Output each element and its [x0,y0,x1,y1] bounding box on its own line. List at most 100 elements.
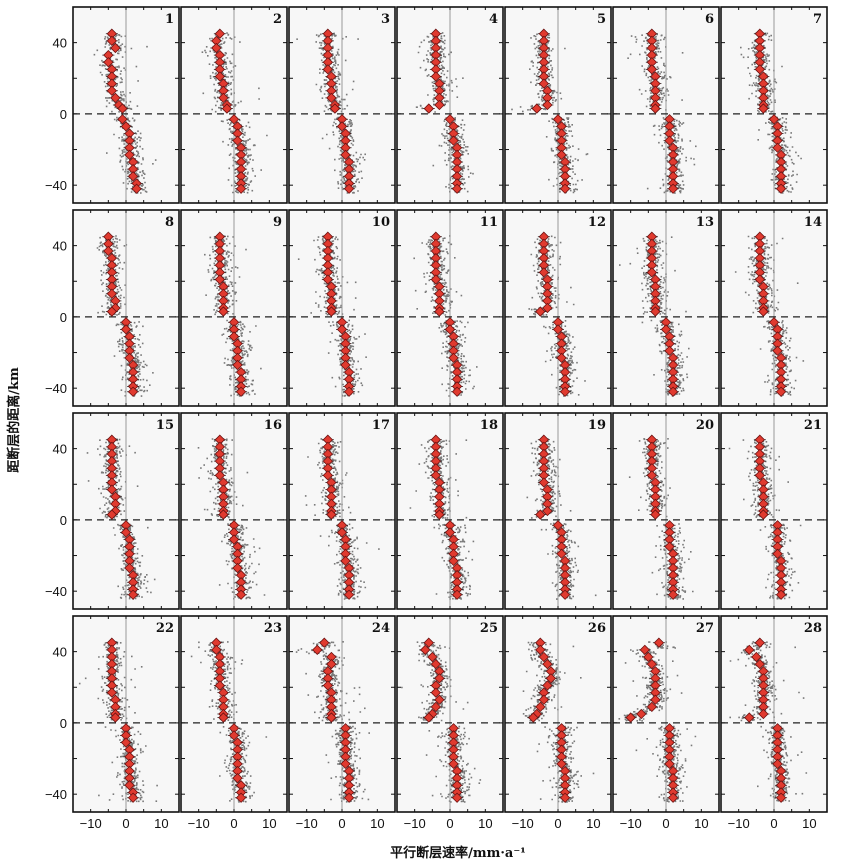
panel-number: 13 [696,215,714,230]
velocity-marker-south [772,142,783,153]
velocity-marker-north [639,644,650,656]
velocity-marker-north [423,712,434,723]
x-tick-label: −10 [620,816,642,831]
velocity-marker-south [772,345,783,356]
x-tick-label: 0 [770,816,777,831]
velocity-marker-south [768,317,780,328]
velocity-marker-south [124,780,135,791]
velocity-marker-north [110,42,121,54]
velocity-marker-north [646,64,658,75]
panel-frame [288,412,396,610]
velocity-marker-south [667,386,679,397]
panel-frame [612,209,720,407]
panel-frame [720,615,828,813]
velocity-marker-north [326,712,337,723]
velocity-marker-north [744,644,755,656]
panel: 16 [180,412,288,610]
velocity-marker-north [535,306,546,317]
x-tick-label: −10 [188,816,210,831]
velocity-marker-north [434,509,445,520]
scatter-points [201,32,268,194]
velocity-marker-north [538,267,550,278]
panel-number: 7 [813,12,822,27]
velocity-marker-north [326,658,337,670]
velocity-marker-south [448,352,459,364]
velocity-marker-north [427,651,438,663]
velocity-marker-north [434,694,445,705]
panel-number: 8 [165,215,174,230]
velocity-marker-north [542,99,553,111]
scatter-points [190,641,268,803]
velocity-marker-south [444,324,456,335]
x-tick-label: −10 [512,816,534,831]
scatter-points [734,235,805,397]
velocity-marker-south [559,589,571,600]
panel-number: 5 [597,12,606,27]
velocity-marker-south [444,527,456,538]
x-axis-labels: −10 0 10 −10 0 10 −10 0 10 −10 0 10 −10 0 10 −10 0 10 −10 0… [80,816,817,831]
velocity-marker-north [542,658,553,670]
x-tick-label: 10 [154,816,168,831]
panel-frame [396,615,504,813]
velocity-marker-north [214,470,226,481]
velocity-marker-south [336,121,348,132]
velocity-marker-north [650,306,661,317]
y-tick-label: 40 [53,442,67,457]
panel-number: 24 [372,621,390,636]
velocity-marker-south [775,589,787,600]
velocity-marker-north [117,103,128,114]
panel-number: 4 [489,12,498,27]
velocity-marker-north [322,680,334,691]
velocity-marker-north [625,712,636,723]
panel-frame [288,209,396,407]
panel-number: 17 [372,418,390,433]
x-tick-label: 10 [802,816,816,831]
velocity-marker-north [110,92,121,104]
panel: 15 [72,412,180,610]
velocity-marker-north [538,651,550,663]
velocity-marker-south [235,792,247,803]
velocity-marker-north [420,644,431,656]
velocity-marker-south [120,121,132,132]
panel: 19 [504,412,612,610]
panel-frame [72,209,180,407]
panel: 28 [720,615,828,813]
velocity-marker-north [214,274,226,285]
velocity-marker-north [218,92,229,104]
panel-frame [612,6,720,204]
velocity-marker-north [531,103,542,114]
velocity-marker-south [451,386,463,397]
x-tick-label: 0 [662,816,669,831]
velocity-marker-north [636,708,647,720]
velocity-marker-north [538,78,550,89]
velocity-marker-south [664,541,675,552]
velocity-marker-south [343,386,355,397]
panel: 14 [720,209,828,407]
panel: 18 [396,412,504,610]
velocity-marker-south [235,589,247,600]
panel-number: 15 [156,418,174,433]
panel: 11 [396,209,504,407]
velocity-marker-north [106,484,118,495]
velocity-marker-south [772,758,783,770]
y-tick-label: 0 [60,716,67,731]
velocity-marker-north [650,694,661,705]
velocity-marker-south [232,135,243,146]
velocity-marker-north [758,103,769,114]
velocity-marker-north [103,57,114,68]
velocity-marker-north [430,701,442,713]
x-tick-label: 10 [694,816,708,831]
x-tick-label: 10 [478,816,492,831]
panel: 7 [720,6,828,204]
panel-number: 3 [381,12,390,27]
velocity-marker-south [232,359,243,371]
velocity-marker-south [124,149,135,161]
panel: 17 [288,412,396,610]
velocity-marker-north [319,637,330,648]
scatter-points [295,641,370,803]
panel: 26 [504,615,612,813]
velocity-marker-north [754,64,766,75]
y-axis-labels: 40 0 −40 40 0 −40 40 0 −40 40 0 −40 [45,36,67,803]
panel-number: 14 [804,215,822,230]
